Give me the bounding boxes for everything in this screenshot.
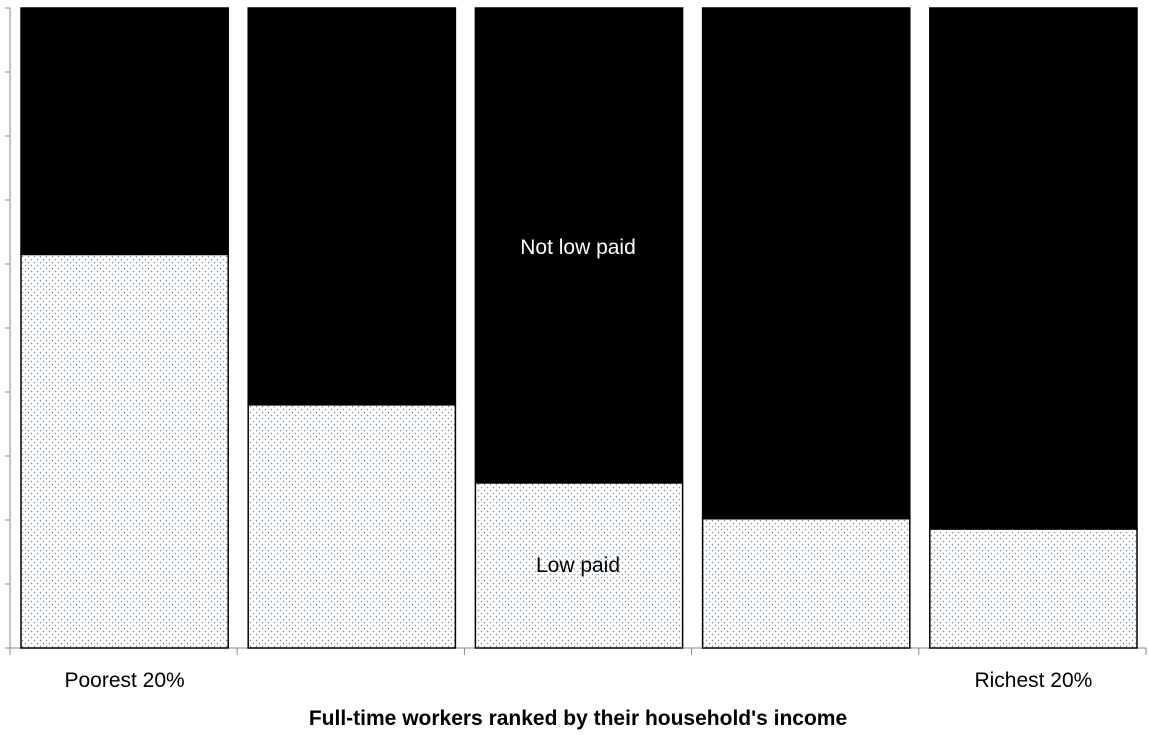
x-axis-title: Full-time workers ranked by their househ… (309, 707, 847, 730)
bar-low-paid-5 (929, 528, 1138, 649)
bar-not-low-paid-1 (20, 7, 229, 256)
bar-low-paid-2 (247, 404, 457, 649)
bar-not-low-paid-5 (929, 7, 1138, 530)
series-label-low-paid: Low paid (536, 554, 620, 577)
bar-not-low-paid-4 (701, 7, 911, 520)
x-tick-label-poorest: Poorest 20% (64, 669, 184, 692)
series-labels: Not low paid Low paid (520, 236, 636, 577)
bar-not-low-paid-3 (474, 7, 684, 484)
bar-not-low-paid-2 (247, 7, 457, 406)
bar-low-paid-4 (701, 517, 911, 649)
bar-low-paid-1 (20, 253, 229, 649)
bars (20, 7, 1138, 649)
series-label-not-low-paid: Not low paid (520, 236, 636, 259)
x-tick-label-richest: Richest 20% (974, 669, 1092, 692)
